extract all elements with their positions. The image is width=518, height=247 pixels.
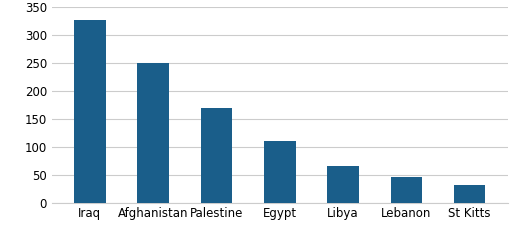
Bar xyxy=(454,185,485,203)
Bar xyxy=(74,20,106,203)
Bar xyxy=(137,62,169,203)
Bar xyxy=(391,177,422,203)
Bar xyxy=(200,108,232,203)
Bar xyxy=(264,141,296,203)
Bar xyxy=(327,166,359,203)
